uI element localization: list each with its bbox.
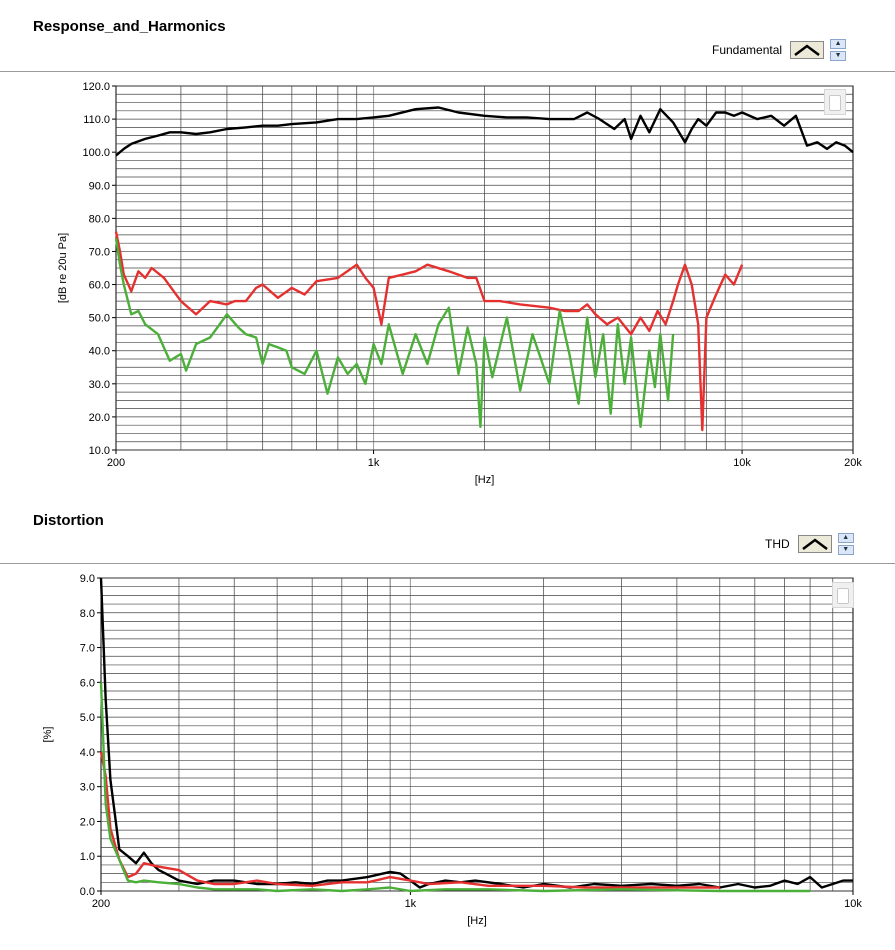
plot-style-icon (801, 538, 828, 550)
x-tick-label: 1k (405, 898, 417, 910)
y-tick-label: 80.0 (89, 213, 110, 225)
response-chart: 120.0 110.0 100.0 90.0 80.0 70.0 60.0 50.0 40.0 3… (57, 81, 862, 486)
y-tick-label: 90.0 (89, 180, 110, 192)
y-axis-label: [%] (42, 727, 54, 743)
y-tick-label: 20.0 (89, 412, 110, 424)
legend-scroll-up-button[interactable]: ▲ (837, 533, 854, 543)
series-line-1 (114, 231, 744, 432)
x-tick-label: 20k (844, 457, 862, 469)
series-line-1 (99, 751, 720, 889)
y-tick-label: 2.0 (80, 816, 95, 828)
y-tick-label: 7.0 (80, 643, 95, 655)
response-panel: Response_and_Harmonics Fundamental ▲ ▼ 1… (0, 18, 895, 486)
y-tick-label: 0.0 (80, 886, 95, 898)
x-tick-label: 200 (107, 457, 125, 469)
y-tick-label: 30.0 (89, 379, 110, 391)
distortion-plot-legend[interactable]: THD ▲ ▼ (765, 533, 854, 555)
y-tick-label: 120.0 (82, 81, 110, 93)
legend-scroll-down-button[interactable]: ▼ (837, 545, 854, 555)
series-line-2 (99, 682, 811, 893)
distortion-divider (0, 563, 895, 564)
response-chart-title: Response_and_Harmonics (33, 18, 226, 35)
y-axis-label: [dB re 20u Pa] (57, 233, 69, 303)
x-tick-label: 10k (844, 898, 862, 910)
y-tick-label: 1.0 (80, 851, 95, 863)
y-tick-label: 8.0 (80, 608, 95, 620)
plot-style-icon (794, 44, 820, 56)
legend-label-thd: THD (765, 537, 790, 551)
series-line-0 (115, 106, 854, 157)
y-tick-label: 60.0 (89, 280, 110, 292)
y-tick-label: 9.0 (80, 573, 95, 585)
legend-plot-style-button[interactable] (790, 41, 825, 59)
distortion-panel: Distortion THD ▲ ▼ 9.0 8.0 7.0 6.0 5.0 4.0 3.0… (0, 495, 895, 950)
legend-scroll[interactable]: ▲ ▼ (830, 39, 847, 61)
x-tick-label: 1k (368, 457, 380, 469)
legend-scroll[interactable]: ▲ ▼ (837, 533, 854, 555)
x-axis-label: [Hz] (467, 915, 487, 927)
graph-palette-icon[interactable] (824, 89, 846, 115)
legend-label-fundamental: Fundamental (712, 43, 783, 57)
plot-area: 120.0 110.0 100.0 90.0 80.0 70.0 60.0 50.0 40.0 3… (57, 81, 862, 486)
y-tick-label: 100.0 (82, 147, 110, 159)
y-tick-label: 5.0 (80, 712, 95, 724)
distortion-chart-title: Distortion (33, 512, 104, 529)
y-tick-label: 40.0 (89, 346, 110, 358)
legend-scroll-up-button[interactable]: ▲ (830, 39, 847, 49)
y-tick-label: 3.0 (80, 782, 95, 794)
series-line-2 (114, 238, 675, 428)
y-tick-label: 6.0 (80, 677, 95, 689)
y-tick-label: 10.0 (89, 445, 110, 457)
legend-plot-style-button[interactable] (797, 535, 832, 553)
response-plot-legend[interactable]: Fundamental ▲ ▼ (712, 39, 847, 61)
y-tick-label: 4.0 (80, 747, 95, 759)
x-tick-label: 200 (92, 898, 110, 910)
x-axis-label: [Hz] (475, 474, 495, 486)
y-tick-label: 70.0 (89, 246, 110, 258)
x-tick-label: 10k (733, 457, 751, 469)
y-tick-label: 50.0 (89, 313, 110, 325)
y-tick-label: 110.0 (83, 114, 110, 126)
graph-palette-icon[interactable] (832, 582, 854, 608)
response-divider (0, 71, 895, 72)
legend-scroll-down-button[interactable]: ▼ (830, 51, 847, 61)
